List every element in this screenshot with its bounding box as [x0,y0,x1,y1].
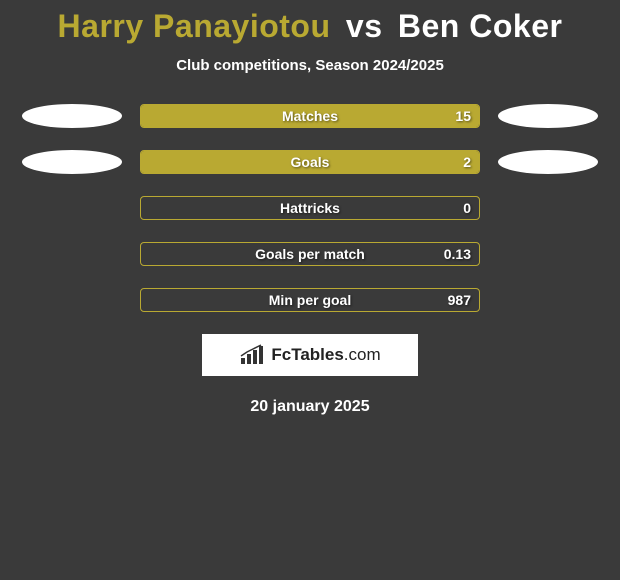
brand-light: .com [344,345,381,364]
chart-icon [239,344,267,366]
brand-text: FcTables.com [271,345,380,365]
page-title: Harry Panayiotou vs Ben Coker [0,8,620,45]
stat-row: Goals 2 [0,150,620,174]
comparison-widget: Harry Panayiotou vs Ben Coker Club compe… [0,0,620,416]
stat-label: Matches [282,108,338,124]
stat-value: 0.13 [444,246,471,262]
stat-value: 987 [448,292,471,308]
stat-bar: Hattricks 0 [140,196,480,220]
stat-value: 15 [455,108,471,124]
stat-label: Goals [291,154,330,170]
stat-row: Goals per match 0.13 [0,242,620,266]
vs-text: vs [346,8,383,44]
brand-logo[interactable]: FcTables.com [202,334,418,376]
date-label: 20 january 2025 [0,398,620,416]
stat-label: Goals per match [255,246,365,262]
player1-marker [22,104,122,128]
player2-marker [498,150,598,174]
spacer [498,288,598,312]
spacer [22,288,122,312]
stat-row: Matches 15 [0,104,620,128]
stat-row: Hattricks 0 [0,196,620,220]
spacer [498,242,598,266]
stat-bar: Goals 2 [140,150,480,174]
player1-marker [22,150,122,174]
stat-label: Min per goal [269,292,351,308]
player2-name: Ben Coker [398,8,563,44]
stat-bar: Goals per match 0.13 [140,242,480,266]
subtitle: Club competitions, Season 2024/2025 [0,57,620,74]
stats-list: Matches 15 Goals 2 Hattricks 0 Goals per match… [0,104,620,312]
player2-marker [498,104,598,128]
player1-name: Harry Panayiotou [58,8,331,44]
stat-bar: Min per goal 987 [140,288,480,312]
stat-row: Min per goal 987 [0,288,620,312]
stat-bar: Matches 15 [140,104,480,128]
stat-value: 2 [463,154,471,170]
spacer [498,196,598,220]
spacer [22,242,122,266]
stat-value: 0 [463,200,471,216]
spacer [22,196,122,220]
stat-label: Hattricks [280,200,340,216]
brand-bold: FcTables [271,345,343,364]
